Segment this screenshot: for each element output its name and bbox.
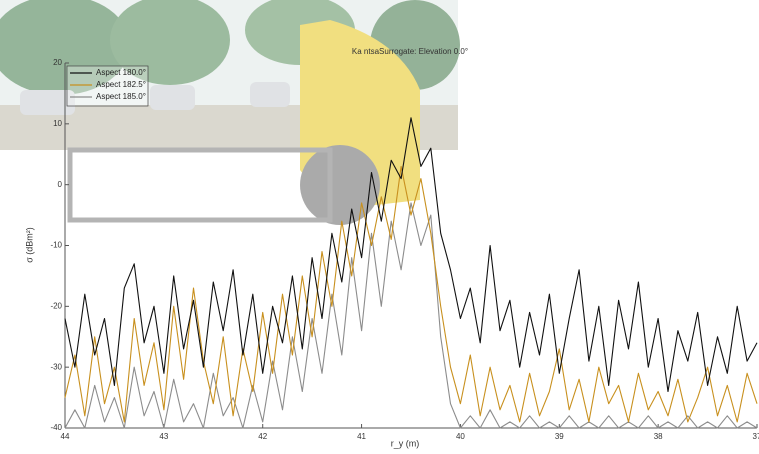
y-tick-label: -30 <box>50 362 62 371</box>
y-tick-label: 20 <box>53 58 62 67</box>
background-photo <box>0 0 460 225</box>
legend-label: Aspect 180.0° <box>96 68 146 77</box>
photo-car <box>250 82 290 107</box>
x-tick-label: 37 <box>753 432 759 441</box>
series-line <box>64 165 758 423</box>
series-line <box>64 202 758 429</box>
x-tick-label: 41 <box>357 432 366 441</box>
photo-car <box>20 90 75 115</box>
x-tick-label: 39 <box>555 432 564 441</box>
y-tick-label: 10 <box>53 119 62 128</box>
photo-car <box>150 85 195 110</box>
x-tick-label: 40 <box>456 432 465 441</box>
y-tick-label: -40 <box>50 423 62 432</box>
y-axis-label: σ (dBm²) <box>24 227 34 263</box>
photo-rig <box>67 147 333 223</box>
photo-tree <box>110 0 230 85</box>
x-axis-label: r_y (m) <box>391 438 420 448</box>
x-tick-label: 43 <box>159 432 168 441</box>
legend-label: Aspect 182.5° <box>96 80 146 89</box>
photo-tree <box>0 0 130 95</box>
x-tick-label: 42 <box>258 432 267 441</box>
y-tick-label: -10 <box>50 241 62 250</box>
legend-label: Aspect 185.0° <box>96 92 146 101</box>
series-line <box>64 117 758 393</box>
chart-title: Ka ntsaSurrogate: Elevation 0.0° <box>352 47 468 56</box>
x-tick-label: 38 <box>654 432 663 441</box>
x-tick-label: 44 <box>61 432 70 441</box>
y-tick-label: 0 <box>58 180 63 189</box>
photo-wheel <box>300 145 380 225</box>
y-tick-label: -20 <box>50 301 62 310</box>
